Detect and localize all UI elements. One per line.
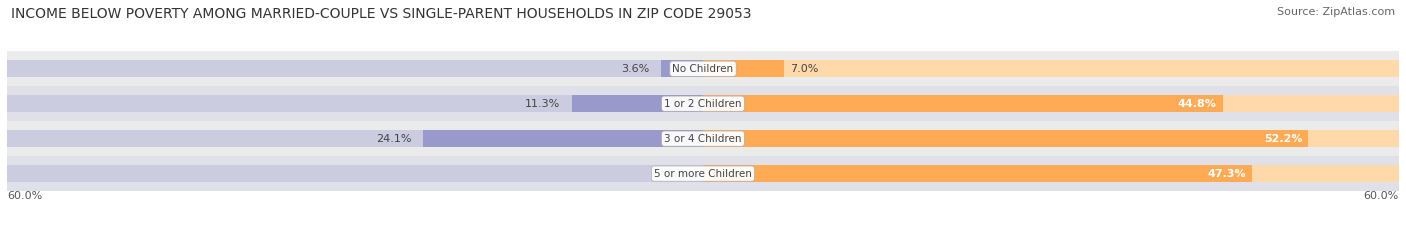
Text: 5 or more Children: 5 or more Children bbox=[654, 169, 752, 178]
Text: Source: ZipAtlas.com: Source: ZipAtlas.com bbox=[1277, 7, 1395, 17]
Text: INCOME BELOW POVERTY AMONG MARRIED-COUPLE VS SINGLE-PARENT HOUSEHOLDS IN ZIP COD: INCOME BELOW POVERTY AMONG MARRIED-COUPL… bbox=[11, 7, 752, 21]
Bar bbox=[7, 51, 1399, 86]
Bar bbox=[7, 130, 703, 147]
Bar bbox=[661, 60, 703, 77]
Text: 24.1%: 24.1% bbox=[377, 134, 412, 144]
Bar bbox=[7, 156, 1399, 191]
Text: 60.0%: 60.0% bbox=[1364, 191, 1399, 201]
Bar bbox=[703, 165, 1399, 182]
Bar bbox=[703, 60, 1399, 77]
Text: 3 or 4 Children: 3 or 4 Children bbox=[664, 134, 742, 144]
Bar bbox=[703, 60, 785, 77]
Bar bbox=[7, 121, 1399, 156]
Bar bbox=[703, 165, 1251, 182]
Text: 11.3%: 11.3% bbox=[524, 99, 561, 109]
Bar bbox=[7, 60, 703, 77]
Bar bbox=[7, 95, 703, 113]
Bar bbox=[703, 95, 1399, 113]
Text: 7.0%: 7.0% bbox=[790, 64, 818, 74]
Text: 44.8%: 44.8% bbox=[1178, 99, 1216, 109]
Text: 3.6%: 3.6% bbox=[621, 64, 650, 74]
Text: 1 or 2 Children: 1 or 2 Children bbox=[664, 99, 742, 109]
Text: 0.0%: 0.0% bbox=[664, 169, 692, 178]
Text: 52.2%: 52.2% bbox=[1264, 134, 1303, 144]
Text: 60.0%: 60.0% bbox=[7, 191, 42, 201]
Bar bbox=[423, 130, 703, 147]
Bar bbox=[572, 95, 703, 113]
Text: No Children: No Children bbox=[672, 64, 734, 74]
Bar bbox=[7, 165, 703, 182]
Text: 47.3%: 47.3% bbox=[1208, 169, 1246, 178]
Bar bbox=[7, 86, 1399, 121]
Bar bbox=[703, 130, 1309, 147]
Bar bbox=[703, 95, 1223, 113]
Bar bbox=[703, 130, 1399, 147]
